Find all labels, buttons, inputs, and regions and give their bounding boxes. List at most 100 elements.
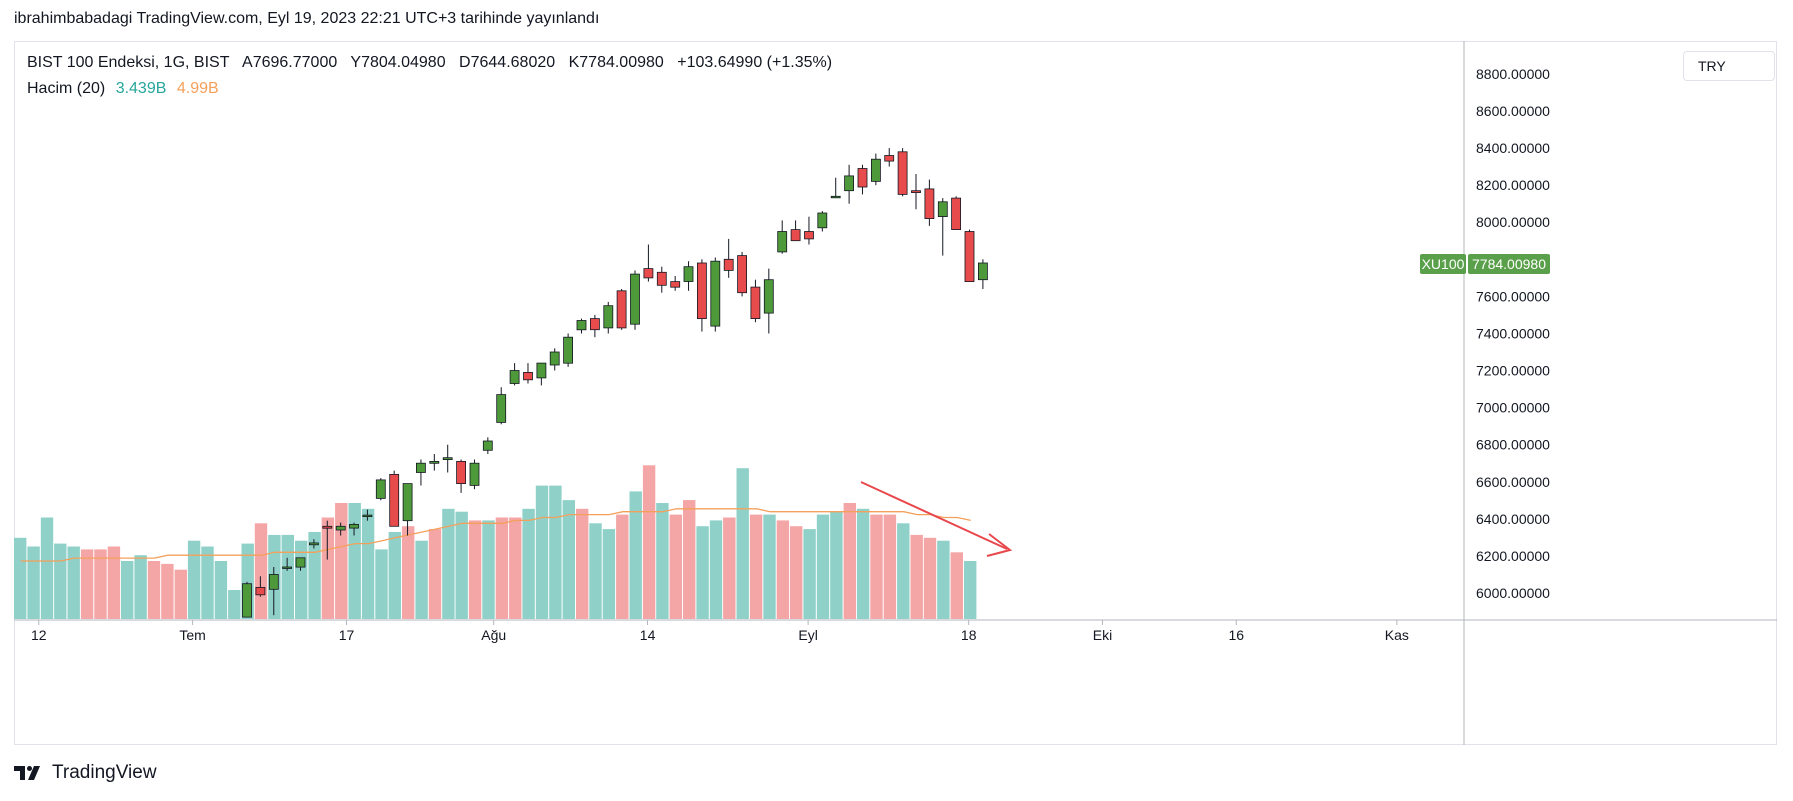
candle[interactable] [429,454,440,471]
candle[interactable] [576,318,587,334]
time-tick-label: 18 [961,627,977,643]
candle[interactable] [242,581,252,618]
volume-bar [749,514,763,619]
high-value: Y7804.04980 [350,54,446,71]
price-tick-label: 6000.00000 [1476,585,1550,601]
candle[interactable] [255,576,266,597]
candle[interactable] [937,198,948,256]
candle[interactable] [482,437,493,454]
candle[interactable] [844,164,854,204]
price-tick-label: 6600.00000 [1476,474,1550,490]
candle[interactable] [523,363,533,384]
volume-bar [562,500,575,619]
price-tag-symbol: XU100 [1422,256,1465,272]
candle[interactable] [924,179,935,226]
volume-bar [308,532,321,619]
candle[interactable] [951,196,961,231]
candle[interactable] [456,459,467,493]
candle-body [723,258,734,271]
price-axis: 6000.00000 6200.00000 6400.00000 6600.00000… [1476,66,1550,601]
candle[interactable] [817,211,828,232]
candle-body [523,371,533,381]
candle[interactable] [509,363,520,386]
candle[interactable] [763,268,774,334]
symbol-name[interactable]: BIST 100 Endeksi, 1G, BIST [27,54,230,71]
candle-layer [242,148,988,618]
candle[interactable] [282,557,293,571]
candle[interactable] [737,251,747,297]
candle[interactable] [630,270,640,330]
time-axis: 12 Tem 17 Ağu 14 Eyl 18 Eki 16 Kas [31,620,1409,643]
volume-bar [790,526,803,619]
volume-bar [629,491,642,619]
candle[interactable] [616,289,627,330]
volume-label[interactable]: Hacim (20) [27,80,106,97]
price-tag-value: 7784.00980 [1472,256,1546,272]
candle[interactable] [335,522,346,536]
candle[interactable] [670,276,681,291]
candle[interactable] [857,164,868,195]
candle[interactable] [777,220,788,254]
candle-body [643,268,654,279]
candle[interactable] [349,522,359,536]
candle[interactable] [750,279,761,323]
candle[interactable] [897,148,908,197]
volume-bar [482,520,495,619]
candle[interactable] [268,567,279,616]
volume-bar [776,520,790,619]
candle[interactable] [656,266,667,293]
candle[interactable] [469,459,480,490]
volume-bar [950,552,963,619]
candle[interactable] [683,261,694,291]
volume-bar [883,514,897,619]
candle[interactable] [884,148,895,167]
volume-bar [214,561,228,619]
candle[interactable] [790,220,801,242]
candle[interactable] [322,520,333,560]
volume-bar [964,561,977,619]
candle[interactable] [536,362,547,386]
candle[interactable] [442,444,453,473]
candle[interactable] [563,333,573,367]
candle[interactable] [402,483,413,536]
candle[interactable] [590,314,600,338]
candle[interactable] [603,301,614,334]
price-tick-label: 8400.00000 [1476,140,1550,156]
candle[interactable] [710,257,721,332]
tradingview-logo[interactable]: TradingView [14,762,157,784]
candle[interactable] [308,539,319,549]
trend-arrow[interactable] [860,481,1013,557]
candle[interactable] [389,470,400,527]
candle[interactable] [362,509,373,521]
candle-body [362,514,373,518]
candle[interactable] [978,259,988,289]
low-value: D7644.68020 [459,54,556,71]
candle[interactable] [911,174,921,210]
volume-bar [388,532,401,619]
candle[interactable] [643,244,654,282]
candle[interactable] [697,259,707,332]
candle-body [790,229,801,242]
candle[interactable] [723,238,734,278]
volume-bar [428,529,442,619]
publication-info: ibrahimbabadagi TradingView.com, Eyl 19,… [14,10,600,27]
candle-body [590,318,600,331]
price-tick-label: 7200.00000 [1476,363,1550,379]
candle[interactable] [804,216,814,245]
volume-ma-line [20,508,971,562]
candle[interactable] [496,387,507,425]
candle-body [242,583,252,618]
candle[interactable] [415,459,426,486]
candle[interactable] [375,478,386,501]
candle[interactable] [964,229,975,282]
currency-button[interactable]: TRY [1683,51,1775,81]
candle-body [509,370,520,384]
candle[interactable] [549,348,560,371]
volume-bar [468,520,482,619]
candle[interactable] [830,177,841,199]
time-tick-label: 12 [31,627,47,643]
candle[interactable] [871,153,881,186]
candle-body [911,190,921,193]
price-chart[interactable]: 6000.00000 6200.00000 6400.00000 6600.00000… [14,41,1777,745]
candle[interactable] [295,557,306,571]
